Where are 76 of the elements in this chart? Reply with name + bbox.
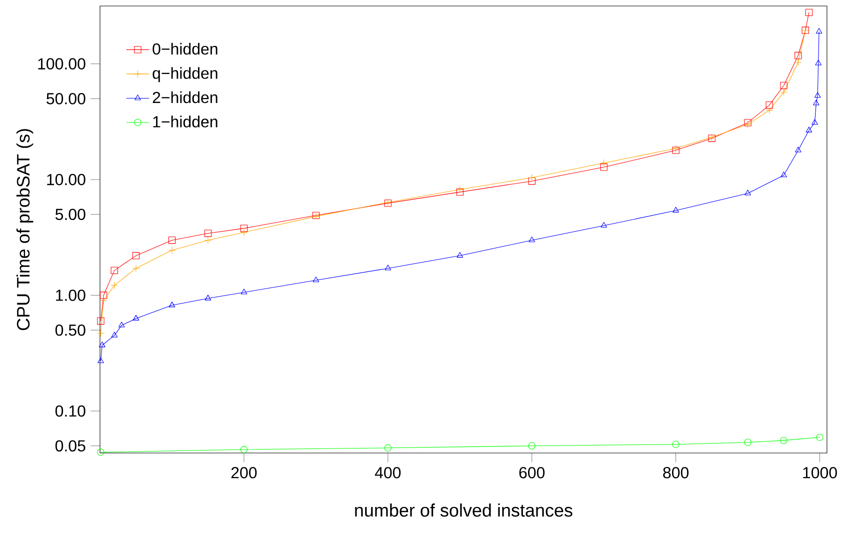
y-tick-label: 0.10	[55, 405, 86, 417]
legend-label: 1−hidden	[153, 116, 218, 128]
point	[780, 436, 788, 444]
y-tick-label: 0.05	[55, 440, 86, 452]
point	[805, 8, 813, 16]
point	[132, 314, 140, 320]
y-axis-title: CPU Time of probSAT (s)	[16, 129, 34, 330]
point	[806, 126, 812, 132]
point	[600, 222, 607, 228]
y-tick-label: 100.00	[38, 58, 86, 70]
point	[118, 322, 125, 328]
point	[744, 438, 752, 446]
point	[97, 330, 104, 337]
x-tick-label: 600	[519, 467, 545, 478]
point	[600, 164, 608, 171]
point	[97, 317, 104, 325]
point	[794, 58, 802, 66]
legend-label: 0−hidden	[152, 42, 218, 55]
point	[812, 119, 818, 125]
point	[815, 60, 822, 66]
point	[204, 230, 212, 237]
point	[528, 442, 536, 450]
point	[456, 188, 464, 196]
point	[672, 440, 680, 448]
point	[240, 228, 248, 236]
point	[456, 186, 464, 194]
x-tick-label: 1000	[803, 467, 837, 478]
point	[780, 172, 787, 178]
point	[98, 358, 104, 364]
point	[240, 224, 248, 232]
point	[766, 102, 773, 109]
point	[111, 332, 118, 338]
legend-label: 2−hidden	[152, 91, 218, 104]
point	[672, 206, 679, 212]
point	[110, 266, 118, 274]
point	[100, 292, 108, 299]
point	[456, 252, 464, 258]
x-tick-label: 200	[231, 467, 257, 478]
y-tick-label: 50.00	[46, 93, 86, 104]
point	[766, 106, 773, 114]
x-tick-label: 800	[663, 467, 689, 478]
point	[813, 100, 820, 106]
x-axis-title: number of solved instances	[355, 504, 572, 517]
point	[794, 52, 802, 60]
y-tick-label: 0.50	[55, 324, 86, 336]
point	[168, 236, 176, 244]
y-tick-label: 10.00	[47, 174, 86, 186]
point	[600, 159, 608, 167]
point	[132, 264, 140, 272]
point	[780, 82, 788, 90]
y-tick-label: 1.00	[56, 290, 86, 301]
point	[110, 282, 118, 289]
point	[99, 342, 106, 348]
point	[132, 252, 140, 260]
point	[744, 190, 751, 196]
point	[168, 246, 176, 254]
point	[204, 294, 212, 300]
point	[795, 146, 802, 152]
point	[528, 174, 536, 182]
point	[384, 264, 392, 270]
point	[312, 276, 320, 282]
point	[816, 434, 824, 441]
point	[204, 236, 212, 244]
point	[814, 92, 821, 98]
point	[97, 448, 104, 456]
point	[240, 446, 248, 454]
point	[384, 444, 392, 452]
point	[816, 28, 822, 34]
y-tick-label: 5.00	[55, 208, 86, 220]
x-tick-label: 400	[374, 467, 401, 478]
point	[528, 236, 536, 242]
point	[100, 296, 108, 304]
point	[240, 288, 248, 294]
point	[780, 88, 788, 96]
point	[168, 302, 176, 308]
legend-label: q−hidden	[152, 67, 218, 82]
